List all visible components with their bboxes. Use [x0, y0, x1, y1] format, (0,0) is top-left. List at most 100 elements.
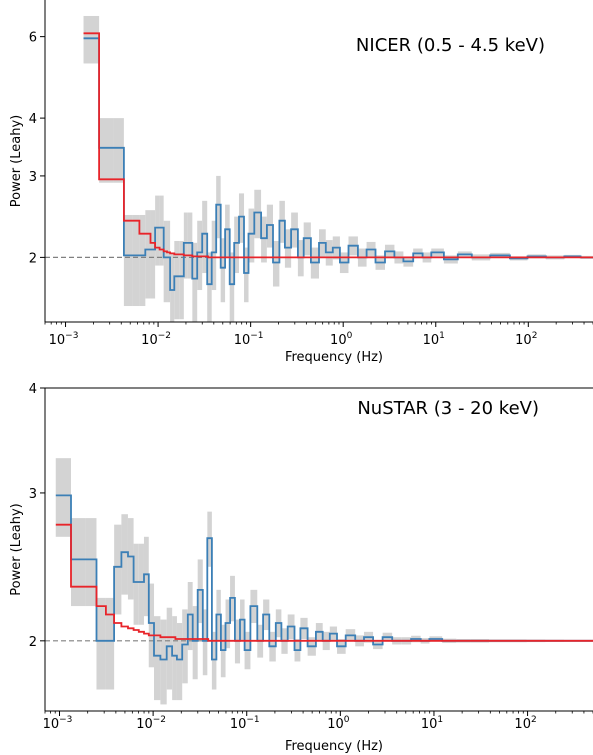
y-tick-label: 2 — [29, 635, 37, 650]
error-band-bin — [192, 242, 198, 322]
x-tick-label: 10−2 — [141, 331, 171, 348]
error-band-bin — [139, 214, 146, 307]
error-band-bin — [211, 220, 217, 291]
error-band-bin — [248, 208, 255, 263]
error-band-bin — [229, 252, 235, 322]
error-band-bin — [138, 543, 144, 625]
x-tick-label: 101 — [423, 331, 445, 348]
error-band-bin — [207, 252, 212, 322]
error-band-bin — [170, 252, 175, 322]
y-tick-label: 4 — [29, 382, 37, 397]
error-band-bin — [160, 619, 167, 705]
x-tick-exponent: −3 — [65, 331, 78, 341]
error-band-bin — [266, 204, 273, 248]
error-band-bin — [202, 609, 208, 676]
error-band-bin — [197, 220, 203, 291]
y-tick-label: 2 — [29, 251, 37, 266]
error-band-bin — [155, 195, 160, 266]
error-band-bin — [220, 238, 226, 303]
y-axis-label: Power (Leahy) — [9, 115, 24, 208]
error-band-bin — [132, 214, 140, 307]
panel-title: NICER (0.5 - 4.5 keV) — [356, 35, 545, 56]
x-tick-label: 10−1 — [234, 331, 264, 348]
x-axis-label: Frequency (Hz) — [285, 739, 383, 754]
x-tick-exponent: 0 — [347, 331, 353, 341]
error-band-bin — [105, 597, 115, 690]
error-band-bin — [163, 220, 168, 303]
error-band-bin — [261, 216, 267, 263]
error-band-bin — [70, 518, 86, 607]
data-series-line — [55, 494, 593, 661]
error-band-bin — [279, 200, 285, 243]
error-band-bin — [225, 204, 230, 258]
error-band-bin — [202, 200, 208, 274]
x-tick-exponent: 2 — [532, 331, 538, 341]
error-band-bin — [272, 240, 280, 287]
error-band-bin — [179, 240, 184, 320]
x-tick-label: 100 — [327, 715, 350, 732]
x-tick-base: 10 — [141, 333, 158, 348]
model-series-line — [83, 32, 593, 259]
error-band-bin — [254, 189, 262, 239]
error-band-bin — [133, 543, 139, 625]
plot-area — [45, 458, 593, 705]
x-tick-label: 101 — [421, 715, 443, 732]
error-band-bin — [220, 624, 226, 678]
x-tick-label: 10−3 — [43, 715, 73, 732]
x-tick-label: 10−2 — [136, 715, 166, 732]
error-band-bin — [154, 616, 161, 701]
error-band-bin — [127, 518, 134, 600]
error-band-bin — [123, 214, 133, 307]
error-band-bin — [83, 15, 100, 64]
y-axis-label: Power (Leahy) — [9, 503, 24, 596]
error-band-bin — [176, 623, 183, 701]
x-tick-label: 102 — [515, 331, 537, 348]
panel-title: NuSTAR (3 - 20 keV) — [357, 398, 539, 419]
error-band-bin — [121, 514, 128, 595]
error-band-bin — [113, 118, 124, 183]
x-tick-label: 10−3 — [49, 331, 79, 348]
x-tick-base: 10 — [423, 333, 440, 348]
x-tick-base: 10 — [43, 717, 60, 732]
error-band-bin — [211, 631, 217, 690]
x-tick-exponent: 1 — [439, 331, 445, 341]
x-tick-base: 10 — [234, 333, 251, 348]
x-tick-exponent: 1 — [437, 715, 443, 725]
plot-area — [45, 15, 593, 322]
data-series-line — [83, 37, 593, 291]
error-band-bin — [96, 597, 106, 690]
x-tick-label: 10−1 — [230, 715, 260, 732]
error-band-bin — [85, 518, 97, 607]
error-band-bin — [238, 193, 245, 243]
error-band-bin — [172, 616, 177, 701]
x-tick-base: 10 — [421, 717, 438, 732]
x-tick-base: 10 — [515, 333, 532, 348]
error-band-bin — [192, 606, 198, 680]
error-band-bin — [99, 118, 114, 183]
error-band-bin — [159, 195, 164, 266]
error-band-bin — [197, 559, 203, 624]
error-band-bin — [244, 247, 249, 303]
error-band-bin — [167, 220, 171, 303]
x-tick-exponent: −3 — [59, 715, 72, 725]
x-tick-label: 100 — [330, 331, 353, 348]
x-tick-exponent: −2 — [153, 715, 166, 725]
x-tick-exponent: −1 — [246, 715, 259, 725]
error-band-bin — [145, 210, 151, 299]
x-tick-base: 10 — [136, 717, 153, 732]
x-tick-base: 10 — [514, 717, 531, 732]
x-tick-base: 10 — [230, 717, 247, 732]
error-band-bin — [150, 210, 156, 299]
y-tick-label: 3 — [29, 170, 37, 185]
x-tick-exponent: 2 — [531, 715, 537, 725]
x-tick-label: 102 — [514, 715, 536, 732]
x-tick-exponent: −1 — [250, 331, 263, 341]
error-band-bin — [148, 583, 155, 668]
error-band-bin — [234, 216, 239, 274]
error-band-bin — [55, 458, 71, 537]
x-tick-exponent: −2 — [158, 331, 171, 341]
error-band-bin — [216, 175, 221, 239]
